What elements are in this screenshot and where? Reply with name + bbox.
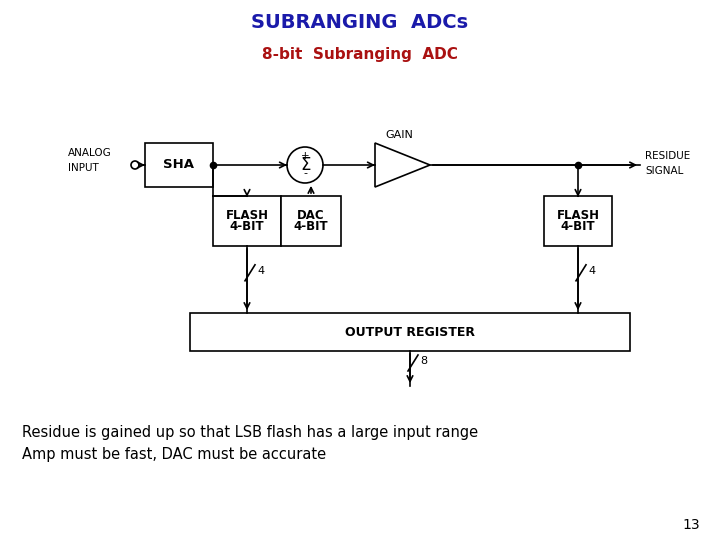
Bar [145, 143, 213, 187]
Text: 8: 8 [420, 356, 427, 366]
Text: 13: 13 [683, 518, 700, 532]
Bar [281, 196, 341, 246]
Text: 4: 4 [257, 266, 264, 276]
Text: Amp must be fast, DAC must be accurate: Amp must be fast, DAC must be accurate [22, 448, 326, 462]
Text: Residue is gained up so that LSB flash has a large input range: Residue is gained up so that LSB flash h… [22, 424, 478, 440]
Text: SHA: SHA [163, 159, 194, 172]
Text: FLASH: FLASH [225, 208, 269, 221]
Text: RESIDUE: RESIDUE [645, 151, 690, 161]
Text: OUTPUT REGISTER: OUTPUT REGISTER [345, 326, 475, 339]
Text: 4-BIT: 4-BIT [561, 220, 595, 233]
Text: FLASH: FLASH [557, 208, 600, 221]
Bar [213, 196, 281, 246]
Text: +: + [301, 151, 310, 161]
Text: GAIN: GAIN [386, 130, 414, 140]
Text: ANALOG: ANALOG [68, 148, 112, 158]
Text: 4: 4 [588, 266, 595, 276]
Text: 4-BIT: 4-BIT [294, 220, 328, 233]
Text: $\Sigma$: $\Sigma$ [300, 156, 312, 174]
Bar [544, 196, 612, 246]
Text: 4-BIT: 4-BIT [230, 220, 264, 233]
Text: DAC: DAC [297, 208, 325, 221]
Text: SIGNAL: SIGNAL [645, 166, 683, 176]
Text: 8-bit  Subranging  ADC: 8-bit Subranging ADC [262, 48, 458, 63]
Text: -: - [303, 168, 307, 178]
Text: SUBRANGING  ADCs: SUBRANGING ADCs [251, 12, 469, 31]
Text: INPUT: INPUT [68, 163, 99, 173]
Bar [190, 313, 630, 351]
